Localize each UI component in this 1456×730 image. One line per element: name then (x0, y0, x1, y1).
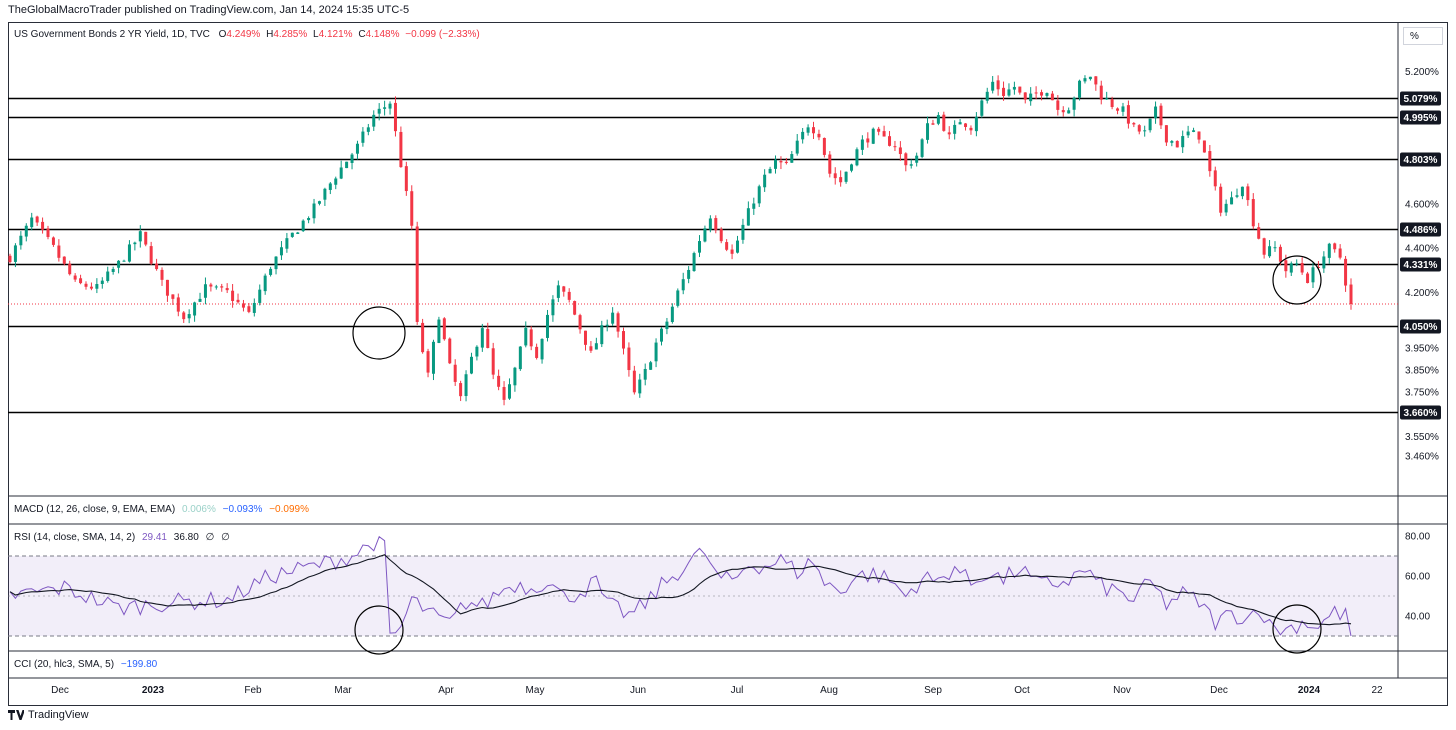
footer-brand: TradingView (28, 709, 89, 721)
open-label: O (218, 29, 227, 40)
change-value: −0.099 (−2.33%) (405, 29, 480, 40)
chart-frame (8, 22, 1448, 706)
macd-legend[interactable]: MACD (12, 26, close, 9, EMA, EMA) 0.006%… (14, 504, 309, 515)
rsi-legend[interactable]: RSI (14, close, SMA, 14, 2) 29.41 36.80 … (14, 532, 230, 543)
macd-label: MACD (12, 26, close, 9, EMA, EMA) (14, 504, 176, 515)
low-value: 4.121% (318, 29, 353, 40)
rsi-value: 29.41 (141, 532, 167, 543)
rsi-null-2: ∅ (221, 532, 230, 543)
low-label: L (313, 29, 319, 40)
high-value: 4.285% (273, 29, 308, 40)
symbol-name: US Government Bonds 2 YR Yield, 1D, TVC (14, 29, 210, 40)
high-label: H (266, 29, 274, 40)
rsi-ma-value: 36.80 (173, 532, 199, 543)
cci-legend[interactable]: CCI (20, hlc3, SMA, 5) −199.80 (14, 659, 157, 670)
macd-value-signal: −0.099% (269, 504, 309, 515)
open-value: 4.249% (226, 29, 261, 40)
close-label: C (358, 29, 366, 40)
percent-scale-button[interactable]: % (1403, 27, 1443, 45)
macd-value-histogram: 0.006% (181, 504, 216, 515)
tradingview-logo-icon (8, 710, 24, 720)
rsi-null-1: ∅ (205, 532, 215, 543)
cci-label: CCI (20, hlc3, SMA, 5) (14, 659, 115, 670)
close-value: 4.148% (365, 29, 400, 40)
tradingview-footer: TradingView (8, 709, 89, 721)
symbol-legend: US Government Bonds 2 YR Yield, 1D, TVC … (14, 29, 480, 40)
macd-value-macd: −0.093% (222, 504, 263, 515)
publisher-line: TheGlobalMacroTrader published on Tradin… (8, 4, 410, 16)
cci-value: −199.80 (120, 659, 158, 670)
rsi-label: RSI (14, close, SMA, 14, 2) (14, 532, 136, 543)
